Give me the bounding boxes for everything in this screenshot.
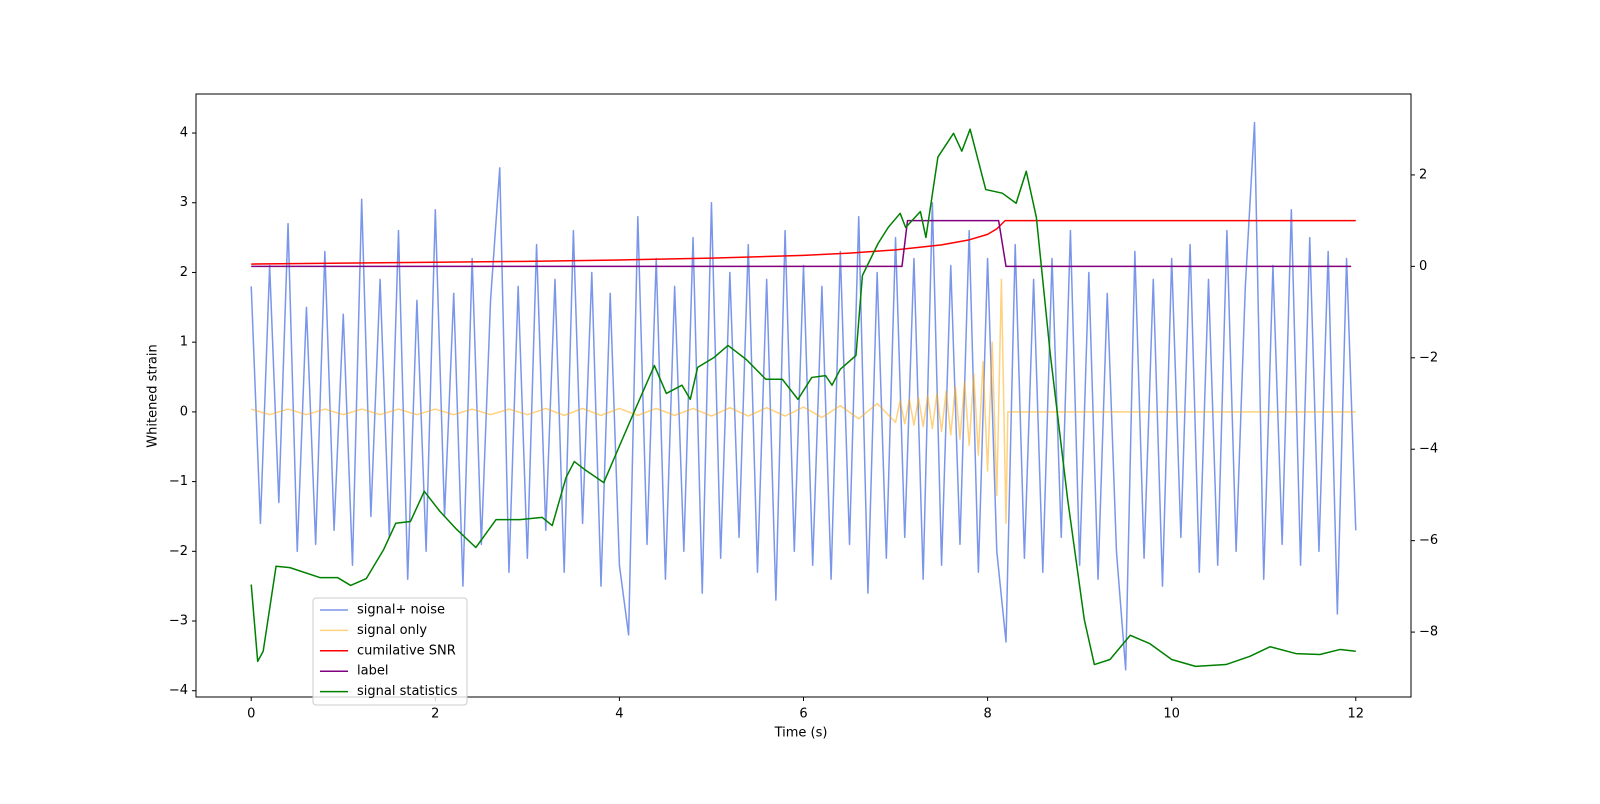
y-tick-label: −2 [169,544,188,559]
x-tick-label: 8 [983,707,991,722]
y-axis-label: Whitened strain [146,344,161,447]
x-axis-label: Time (s) [774,726,828,741]
y2-tick-label: −6 [1419,533,1438,548]
series-line [251,219,1352,268]
series-line [250,128,1356,668]
x-tick-label: 0 [247,707,255,722]
legend-label: cumilative SNR [357,643,456,658]
x-tick-label: 4 [615,707,623,722]
series-line [250,121,1357,671]
y-tick-label: 4 [180,126,188,141]
plot-lines [250,121,1357,671]
y2-tick-label: −8 [1419,625,1438,640]
y-tick-label: 1 [180,335,188,350]
legend-label: signal+ noise [357,603,445,618]
y-tick-label: 0 [180,404,188,419]
series-line [251,278,1356,525]
y2-tick-label: −4 [1419,442,1438,457]
y2-tick-label: 0 [1419,259,1427,274]
x-tick-label: 6 [799,707,807,722]
x-tick-label: 12 [1347,707,1364,722]
y-tick-label: −4 [169,683,188,698]
legend: signal+ noise signal only cumilative SNR la… [312,597,468,706]
x-tick-label: 2 [431,707,439,722]
y2-tick-label: −2 [1419,350,1438,365]
legend-label: signal only [357,623,427,638]
x-tick-label: 10 [1163,707,1180,722]
y-tick-label: −1 [169,474,188,489]
y-tick-label: −3 [169,614,188,629]
y-tick-label: 3 [180,195,188,210]
legend-box [312,597,468,706]
legend-label: signal statistics [357,684,458,699]
series-line [251,219,1356,265]
y-tick-label: 2 [180,265,188,280]
y2-tick-label: 2 [1419,167,1427,182]
legend-label: label [357,664,388,679]
